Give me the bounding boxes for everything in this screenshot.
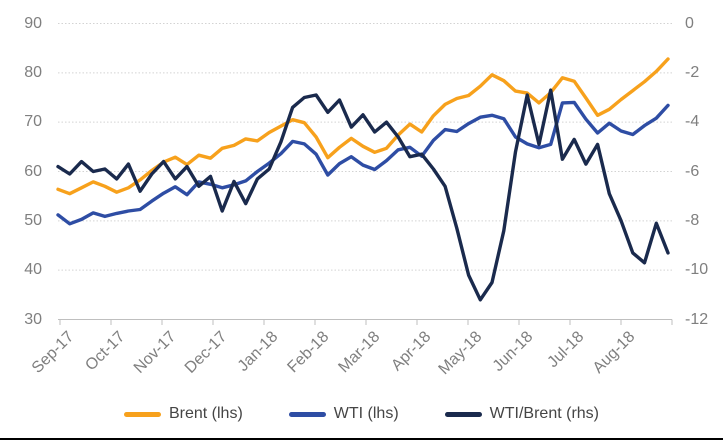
legend-label: WTI/Brent (rhs) <box>489 405 599 422</box>
legend-swatch-wti-brent-rhs- <box>444 411 482 417</box>
y-axis-label-right: -2 <box>685 63 700 81</box>
y-axis-label-right: -12 <box>685 310 709 328</box>
legend-label: Brent (lhs) <box>168 405 243 422</box>
series-line-brent-lhs- <box>56 57 670 196</box>
bottom-border-line <box>0 438 723 440</box>
y-axis-label-left: 60 <box>24 162 42 180</box>
y-axis-label-left: 80 <box>24 63 42 81</box>
legend-swatch-wti-lhs- <box>288 411 326 417</box>
chart-legend: Brent (lhs) WTI (lhs) WTI/Brent (rhs) <box>0 399 723 429</box>
series-line-wti-brent-rhs- <box>56 88 670 302</box>
y-axis-label-right: -6 <box>685 162 700 180</box>
series-line-wti-lhs- <box>56 100 670 226</box>
y-axis-label-left: 90 <box>24 14 42 32</box>
y-axis-label-left: 40 <box>24 261 42 279</box>
legend-item-brent-lhs-: Brent (lhs) <box>123 405 243 423</box>
y-axis-label-left: 70 <box>24 113 42 131</box>
legend-swatch-brent-lhs- <box>123 411 161 417</box>
legend-label: WTI (lhs) <box>333 405 399 422</box>
y-axis-label-left: 50 <box>24 211 42 229</box>
y-axis-label-left: 30 <box>24 310 42 328</box>
legend-item-wti-lhs-: WTI (lhs) <box>288 405 399 423</box>
y-axis-label-right: -8 <box>685 211 700 229</box>
y-axis-label-right: -10 <box>685 261 709 279</box>
y-axis-label-right: -4 <box>685 113 700 131</box>
y-axis-label-right: 0 <box>685 14 694 32</box>
legend-item-wti-brent-rhs-: WTI/Brent (rhs) <box>444 405 599 423</box>
